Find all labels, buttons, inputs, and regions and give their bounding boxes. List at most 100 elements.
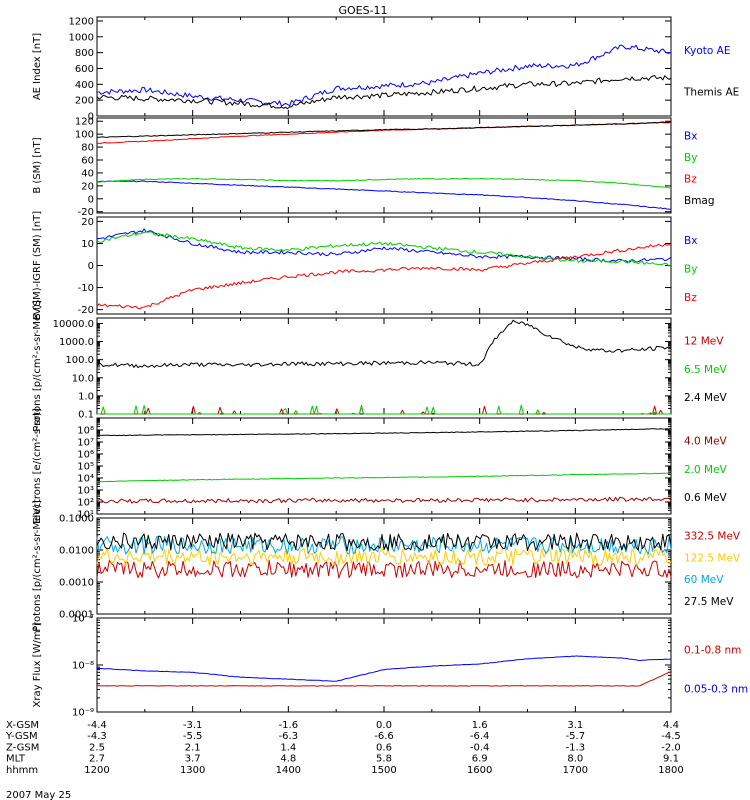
y-tick-label: 40: [81, 168, 94, 179]
panel-frame: [96, 517, 672, 615]
legend-entry: 2.0 MeV: [684, 464, 728, 476]
legend-entry: Bz: [684, 292, 697, 304]
y-tick-label: 0: [88, 112, 94, 123]
series-line-bx: [96, 180, 672, 210]
ephemeris-value: 6.9: [472, 754, 488, 765]
y-tick-label: 0.0001: [59, 610, 94, 621]
ephemeris-value: -4.3: [87, 731, 107, 742]
y-tick-label: 0.1000: [59, 514, 94, 525]
series-line-2-4-mev: [96, 319, 672, 369]
legend-entry: 332.5 MeV: [684, 530, 741, 542]
panel-6: 0.0001 0.0010 0.0100 0.1000 Protons [p/(cm²-…: [32, 500, 741, 632]
y-tick-label: 80: [81, 143, 94, 154]
y-tick-label: 100: [75, 130, 94, 141]
legend-entry: 0.1-0.8 nm: [684, 644, 741, 656]
y-tick-label: 10000.0: [53, 319, 94, 330]
y-tick-label: 10.0: [72, 373, 94, 384]
series-line-4-0-mev: [96, 496, 672, 504]
y-tick-label: 10⁴: [77, 474, 94, 485]
y-tick-label: -10: [78, 283, 94, 294]
y-tick-label: 1.0: [78, 391, 94, 402]
ephemeris-value: 1500: [371, 765, 396, 776]
series-line-by: [96, 177, 671, 189]
legend-entry: Bx: [684, 130, 697, 142]
ephemeris-value: -6.3: [279, 731, 299, 742]
y-tick-label: 10⁷: [77, 438, 94, 449]
series-line-by: [96, 231, 672, 267]
legend-entry: 6.5 MeV: [684, 364, 728, 376]
series-line-bz: [96, 243, 672, 310]
ephemeris-row-label: Z-GSM: [6, 742, 39, 753]
y-tick-label: 0: [88, 194, 94, 205]
ephemeris-value: -3.1: [183, 720, 203, 731]
ephemeris-value: -1.6: [279, 720, 299, 731]
series-line-0-05-0-3-nm: [96, 655, 672, 682]
ephemeris-value: 9.1: [663, 754, 679, 765]
y-tick-label: -20: [78, 207, 94, 218]
series-line-bz: [96, 121, 672, 144]
ephemeris-value: 4.4: [663, 720, 679, 731]
legend-entry: 2.4 MeV: [684, 392, 728, 404]
legend-entry: 0.05-0.3 nm: [684, 684, 748, 696]
legend-entry: By: [684, 152, 697, 164]
y-axis-label: Protons [p/(cm²-s-sr-MeV)]: [32, 300, 43, 432]
ephemeris-table: X-GSM -4.4 -3.1 -1.6 0.0 1.6 3.1 4.4 Y-GSM -4.3 -5…: [5, 720, 684, 776]
panel-frame: [96, 216, 672, 315]
ephemeris-value: -6.4: [470, 731, 490, 742]
legend-entry: 122.5 MeV: [684, 552, 741, 564]
legend-entry: 60 MeV: [684, 574, 724, 586]
y-tick-label: 10⁶: [77, 450, 94, 461]
legend-entry: 0.6 MeV: [684, 492, 728, 504]
y-tick-label: 10⁻⁸: [72, 661, 94, 672]
ephemeris-value: 1400: [276, 765, 301, 776]
legend-entry: Bz: [684, 173, 697, 185]
y-tick-label: 10⁵: [77, 462, 94, 473]
series-line-bx: [96, 228, 672, 263]
series-line-27-5-mev: [96, 532, 672, 552]
ephemeris-value: 1.6: [472, 720, 488, 731]
y-tick-label: 20: [81, 217, 94, 228]
ephemeris-value: 8.0: [567, 754, 583, 765]
y-axis-label: AE Index [nT]: [32, 33, 43, 100]
ephemeris-row-label: Y-GSM: [5, 731, 38, 742]
ephemeris-value: -2.0: [661, 742, 681, 753]
panel-7: 10⁻⁹ 10⁻⁸ 10⁻⁷ Xray Flux [W/m²] 0.1-0.8 nm 0.…: [32, 614, 748, 719]
ephemeris-value: -4.5: [661, 731, 681, 742]
y-tick-label: 0: [88, 261, 94, 272]
y-tick-label: 60: [81, 156, 94, 167]
ephemeris-value: -6.6: [374, 731, 394, 742]
ephemeris-row-label: X-GSM: [6, 720, 39, 731]
y-tick-label: 100.0: [65, 355, 94, 366]
panel-3: -20 -10 0 10 20 B (SM)-IGRF (SM) [nT] Bx By Bz: [32, 211, 697, 320]
ephemeris-row-label: hhmm: [6, 765, 38, 776]
series-line-0-1-0-8-nm: [96, 671, 672, 687]
panel-1: 0 200 400 600 800 1000 1200 AE Index [nT] Kyoto …: [32, 16, 739, 122]
panel-frame: [96, 16, 672, 117]
y-tick-label: 120: [75, 117, 94, 128]
legend-entry: Bx: [684, 235, 697, 247]
legend-entry: By: [684, 263, 697, 275]
panel-frame: [96, 117, 672, 214]
panel-frame: [96, 417, 672, 515]
y-tick-label: 10⁻⁹: [72, 708, 94, 719]
y-tick-label: 600: [75, 64, 94, 75]
y-tick-label: 10²: [77, 498, 94, 509]
ephemeris-value: 1.4: [280, 742, 296, 753]
y-axis-label: Electrons [e/(cm²-s-sr)]: [32, 408, 43, 524]
panel-frame: [96, 617, 672, 713]
ephemeris-value: 3.7: [185, 754, 201, 765]
ephemeris-value: -5.7: [566, 731, 586, 742]
ephemeris-value: 2.5: [89, 742, 105, 753]
ephemeris-value: 1600: [467, 765, 492, 776]
y-tick-label: 0.1: [78, 410, 94, 421]
ephemeris-value: 1300: [180, 765, 205, 776]
y-tick-label: 10⁸: [77, 426, 94, 437]
y-tick-label: 0.0100: [59, 546, 94, 557]
panel-4: 0.1 1.0 10.0 100.0 1000.0 10000.0 Protons [p/(…: [32, 300, 728, 432]
ephemeris-value: 2.7: [89, 754, 105, 765]
